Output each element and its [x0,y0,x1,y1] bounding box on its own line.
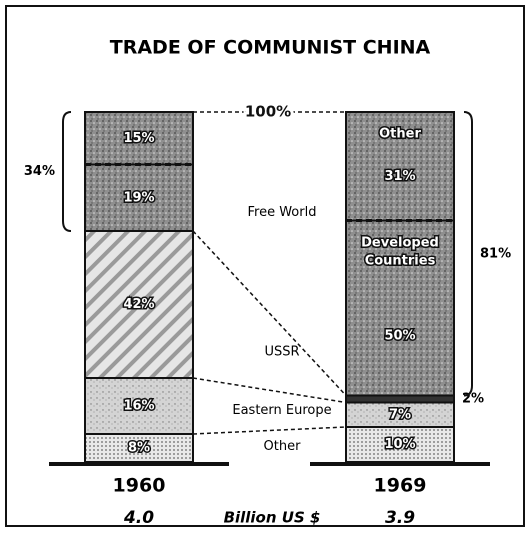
value-label: 10% [384,437,415,452]
value-label: 7% [389,407,411,422]
value-label: 16% [123,399,154,414]
bracket [463,111,473,397]
value-label: 19% [123,190,154,205]
series-label: USSR [264,344,299,359]
bracket-label: 34% [24,164,55,179]
bar-segment [84,111,194,166]
bracket [62,111,72,232]
bar-segment [345,111,455,222]
segment-label: Other [379,127,421,142]
connector [192,377,347,404]
bar-segment [84,377,194,435]
top-label: 100% [245,103,291,121]
connector [192,426,347,435]
bar-segment [84,163,194,232]
series-label: Eastern Europe [232,403,331,418]
value-label: 50% [384,329,415,344]
x-tick-label: 1960 [113,475,166,497]
segment-label: Developed Countries [361,235,439,268]
bar-segment [345,401,455,428]
bracket-label: 81% [480,246,511,261]
chart-title: TRADE OF COMMUNIST CHINA [110,37,431,59]
frame [5,5,525,527]
series-label: Free World [248,205,317,220]
value-label: 8% [128,441,150,456]
bar-segment [345,219,455,397]
connector [192,230,347,397]
value-label: 42% [123,297,154,312]
value-label: 2% [462,392,484,407]
series-label: Other [264,439,302,454]
total-label: 3.9 [385,508,415,528]
value-label: 31% [384,169,415,184]
totals-unit: Billion US $ [224,509,321,527]
value-label: 15% [123,131,154,146]
total-label: 4.0 [123,508,154,528]
bar-segment [345,394,455,404]
x-tick-label: 1969 [374,475,427,497]
